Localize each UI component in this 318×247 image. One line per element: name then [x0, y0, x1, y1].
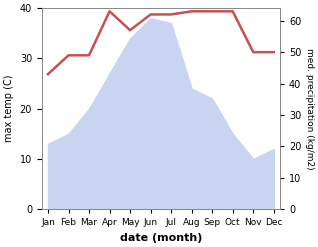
Y-axis label: max temp (C): max temp (C)	[4, 75, 14, 143]
Y-axis label: med. precipitation (kg/m2): med. precipitation (kg/m2)	[305, 48, 314, 169]
X-axis label: date (month): date (month)	[120, 233, 202, 243]
